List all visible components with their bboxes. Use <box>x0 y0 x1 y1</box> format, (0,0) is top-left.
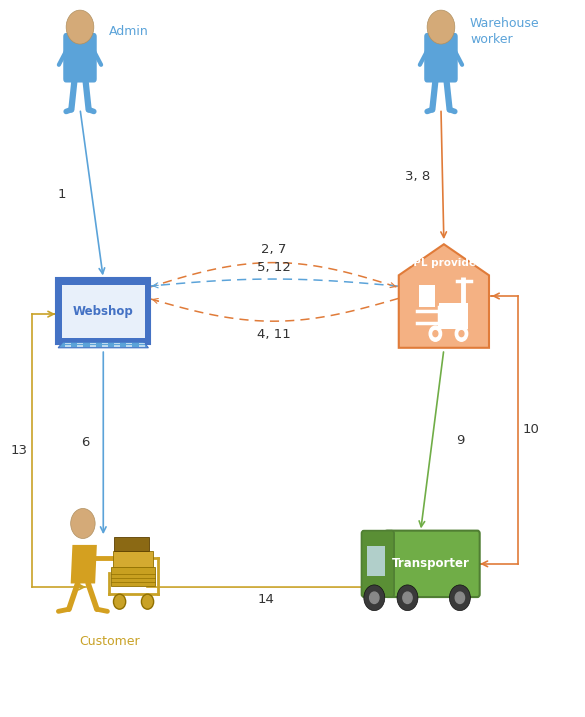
FancyBboxPatch shape <box>65 343 71 344</box>
Text: Admin: Admin <box>109 25 149 38</box>
FancyBboxPatch shape <box>65 346 71 347</box>
FancyBboxPatch shape <box>126 344 132 346</box>
Circle shape <box>427 10 455 44</box>
Text: 10: 10 <box>522 424 539 437</box>
Circle shape <box>449 585 470 611</box>
Circle shape <box>459 331 464 337</box>
Circle shape <box>66 10 94 44</box>
FancyBboxPatch shape <box>424 33 457 82</box>
Circle shape <box>433 331 438 337</box>
FancyBboxPatch shape <box>139 344 144 346</box>
FancyBboxPatch shape <box>90 346 95 347</box>
FancyBboxPatch shape <box>126 346 132 347</box>
FancyBboxPatch shape <box>114 346 120 347</box>
Text: 3PL provider: 3PL provider <box>407 258 481 268</box>
Circle shape <box>455 326 467 341</box>
FancyBboxPatch shape <box>114 343 120 344</box>
FancyBboxPatch shape <box>126 343 132 344</box>
FancyBboxPatch shape <box>90 344 95 346</box>
Circle shape <box>71 508 95 538</box>
Text: Customer: Customer <box>79 635 139 648</box>
Circle shape <box>370 592 379 604</box>
Text: 13: 13 <box>11 444 27 457</box>
FancyBboxPatch shape <box>139 343 144 344</box>
Circle shape <box>397 585 418 611</box>
Text: 3, 8: 3, 8 <box>405 170 431 183</box>
FancyBboxPatch shape <box>111 567 154 586</box>
FancyBboxPatch shape <box>56 278 150 344</box>
Text: 9: 9 <box>456 434 464 447</box>
FancyBboxPatch shape <box>77 346 83 347</box>
Circle shape <box>142 594 154 609</box>
FancyBboxPatch shape <box>102 344 108 346</box>
FancyBboxPatch shape <box>114 344 120 346</box>
Text: Warehouse
worker: Warehouse worker <box>470 17 540 47</box>
FancyBboxPatch shape <box>419 285 435 307</box>
Text: Webshop: Webshop <box>73 305 133 318</box>
FancyBboxPatch shape <box>90 343 95 344</box>
FancyBboxPatch shape <box>114 538 149 551</box>
FancyBboxPatch shape <box>362 531 394 597</box>
FancyBboxPatch shape <box>77 343 83 344</box>
Text: 6: 6 <box>82 436 90 449</box>
Text: 14: 14 <box>257 594 274 607</box>
Polygon shape <box>399 244 489 348</box>
FancyBboxPatch shape <box>77 344 83 346</box>
Text: 1: 1 <box>57 188 66 201</box>
FancyBboxPatch shape <box>385 531 480 597</box>
FancyBboxPatch shape <box>61 285 145 338</box>
Text: 4, 11: 4, 11 <box>257 328 291 341</box>
Circle shape <box>455 592 464 604</box>
FancyBboxPatch shape <box>367 546 386 576</box>
FancyBboxPatch shape <box>102 346 108 347</box>
Polygon shape <box>58 342 149 348</box>
Circle shape <box>364 585 385 611</box>
Polygon shape <box>71 545 97 584</box>
FancyBboxPatch shape <box>112 551 153 567</box>
Circle shape <box>403 592 412 604</box>
Text: 2, 7: 2, 7 <box>261 243 286 256</box>
FancyBboxPatch shape <box>439 303 468 328</box>
FancyBboxPatch shape <box>65 344 71 346</box>
FancyBboxPatch shape <box>102 343 108 344</box>
Text: 5, 12: 5, 12 <box>257 261 291 274</box>
FancyBboxPatch shape <box>63 33 97 82</box>
Circle shape <box>429 326 442 341</box>
FancyBboxPatch shape <box>139 346 144 347</box>
Text: Transporter: Transporter <box>392 557 470 570</box>
Circle shape <box>113 594 126 609</box>
